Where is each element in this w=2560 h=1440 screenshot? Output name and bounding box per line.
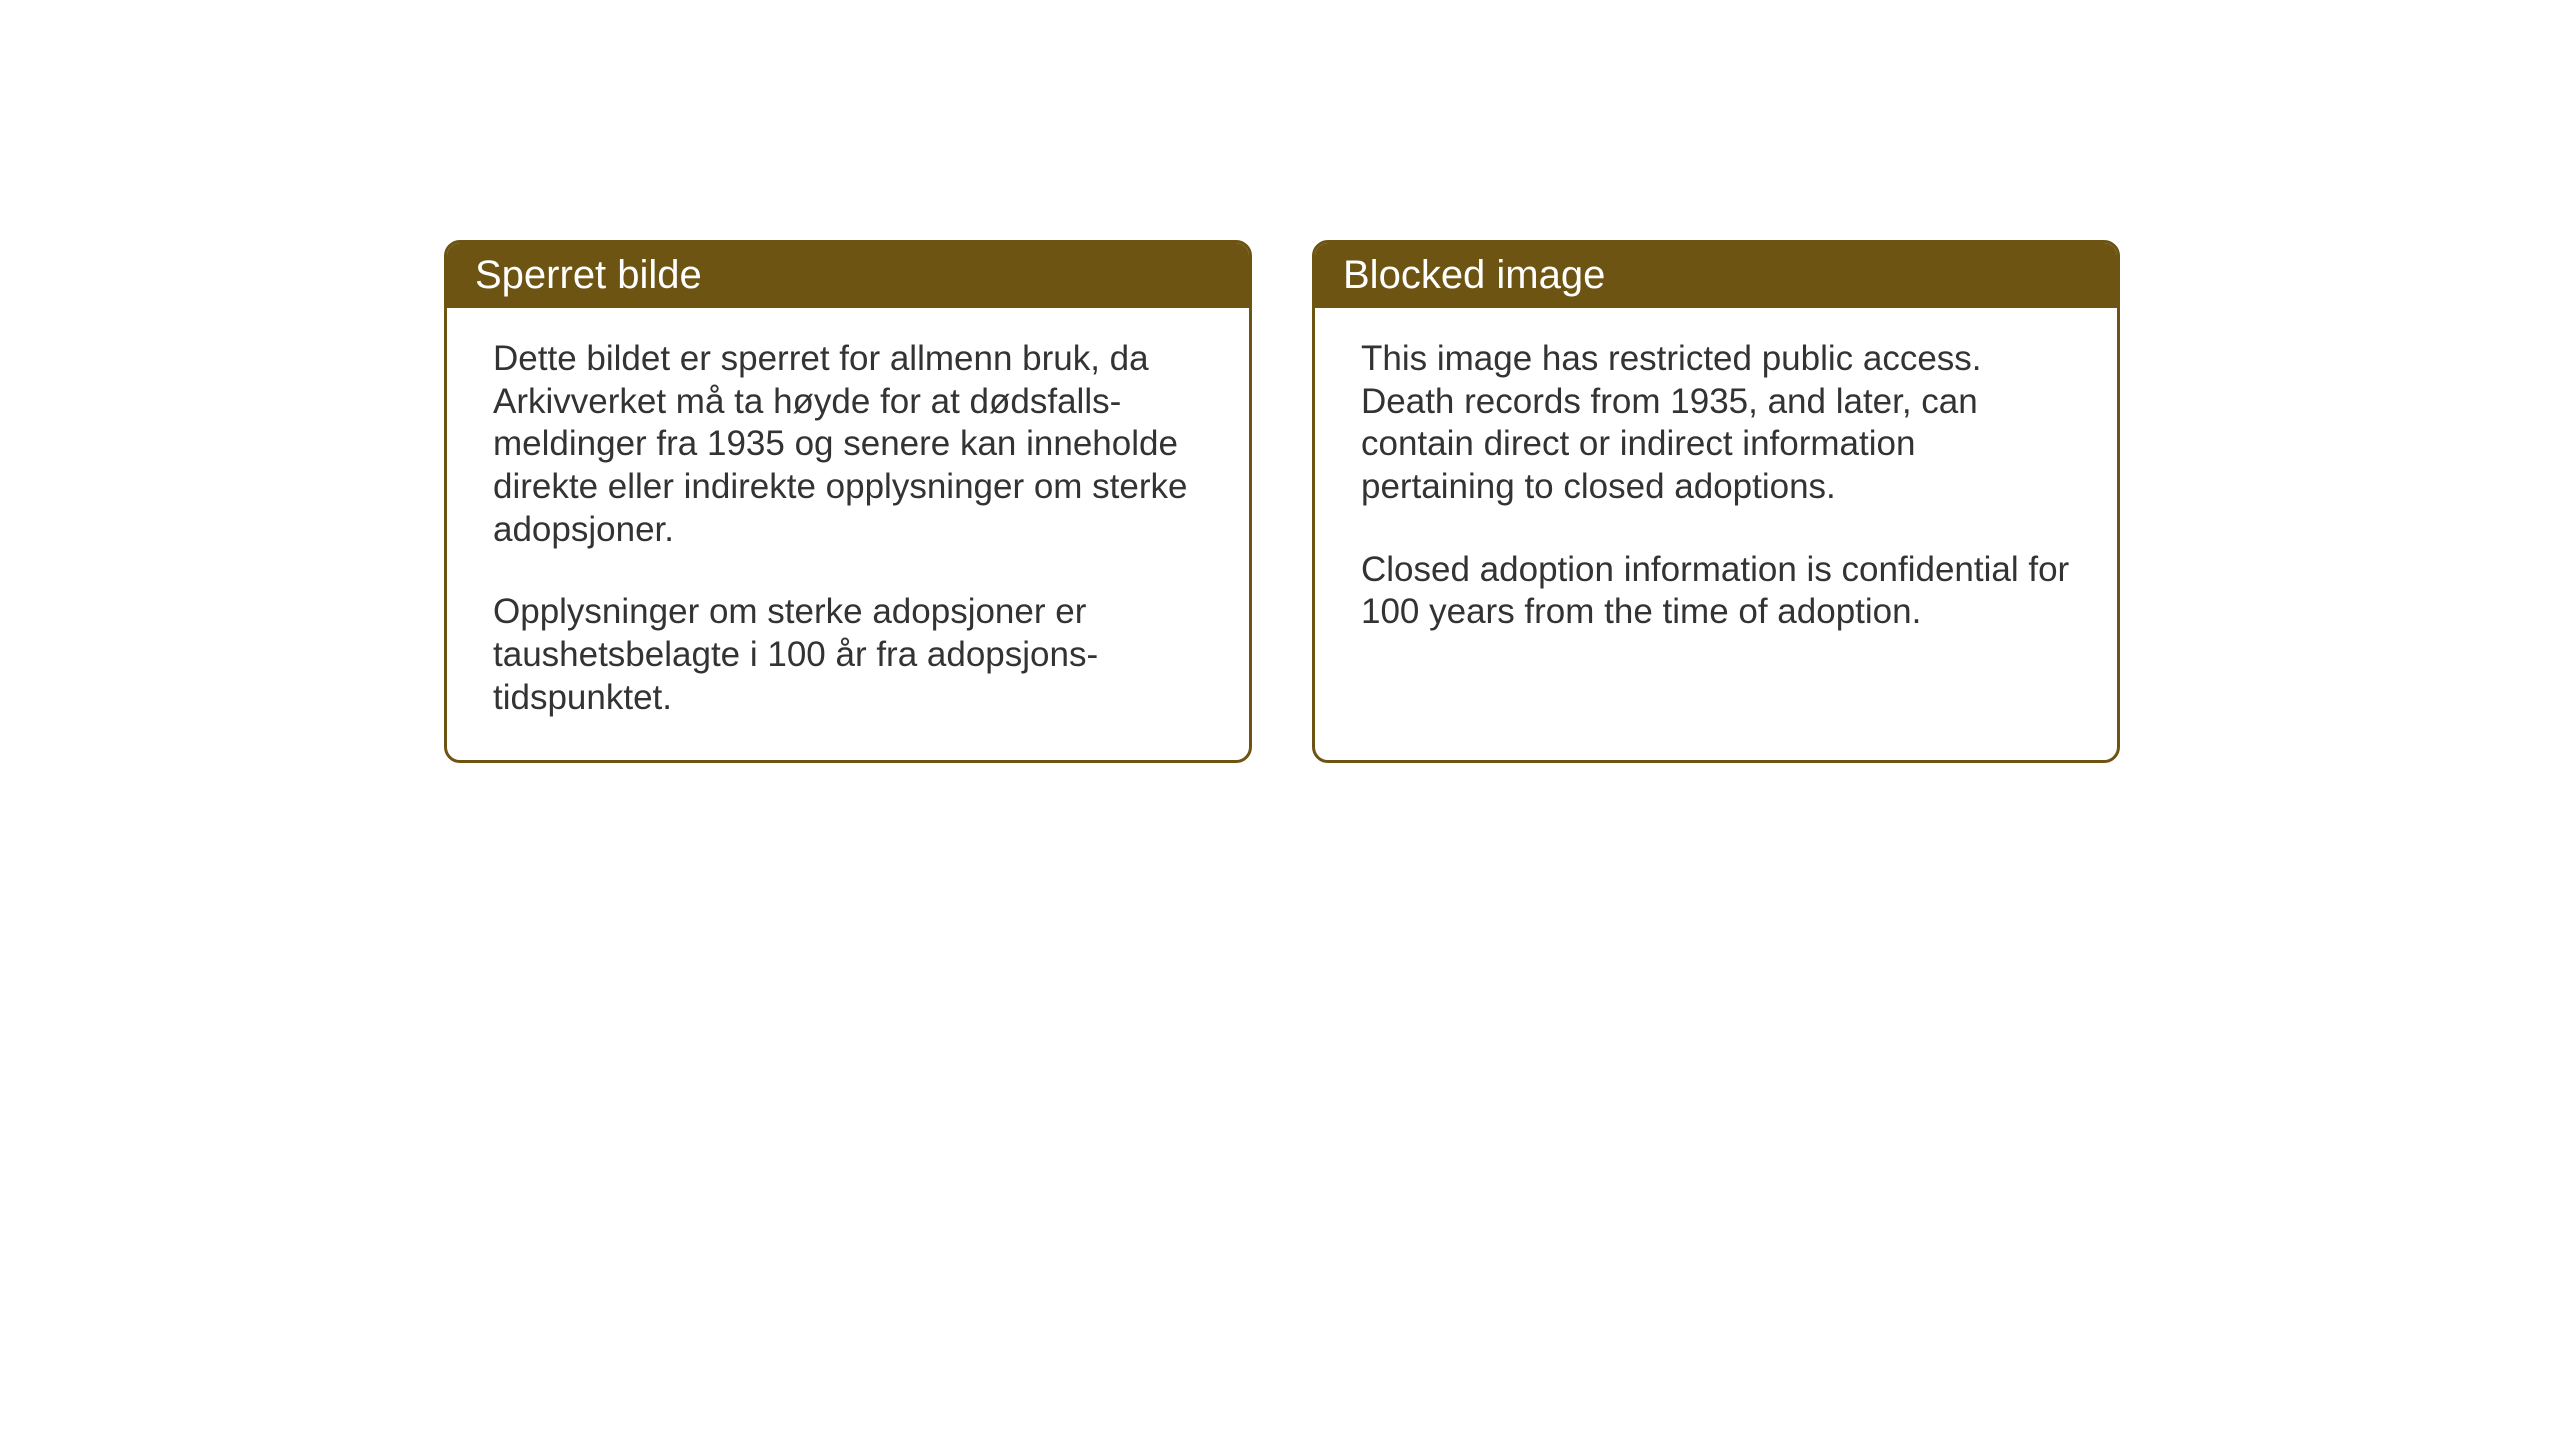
notice-paragraph-1-norwegian: Dette bildet er sperret for allmenn bruk… — [493, 338, 1203, 551]
notice-body-english: This image has restricted public access.… — [1315, 308, 2117, 728]
notice-paragraph-2-norwegian: Opplysninger om sterke adopsjoner er tau… — [493, 591, 1203, 719]
notice-header-english: Blocked image — [1315, 243, 2117, 308]
notice-container: Sperret bilde Dette bildet er sperret fo… — [444, 240, 2120, 763]
notice-card-norwegian: Sperret bilde Dette bildet er sperret fo… — [444, 240, 1252, 763]
notice-paragraph-1-english: This image has restricted public access.… — [1361, 338, 2071, 509]
notice-header-norwegian: Sperret bilde — [447, 243, 1249, 308]
notice-card-english: Blocked image This image has restricted … — [1312, 240, 2120, 763]
notice-paragraph-2-english: Closed adoption information is confident… — [1361, 549, 2071, 634]
notice-body-norwegian: Dette bildet er sperret for allmenn bruk… — [447, 308, 1249, 760]
